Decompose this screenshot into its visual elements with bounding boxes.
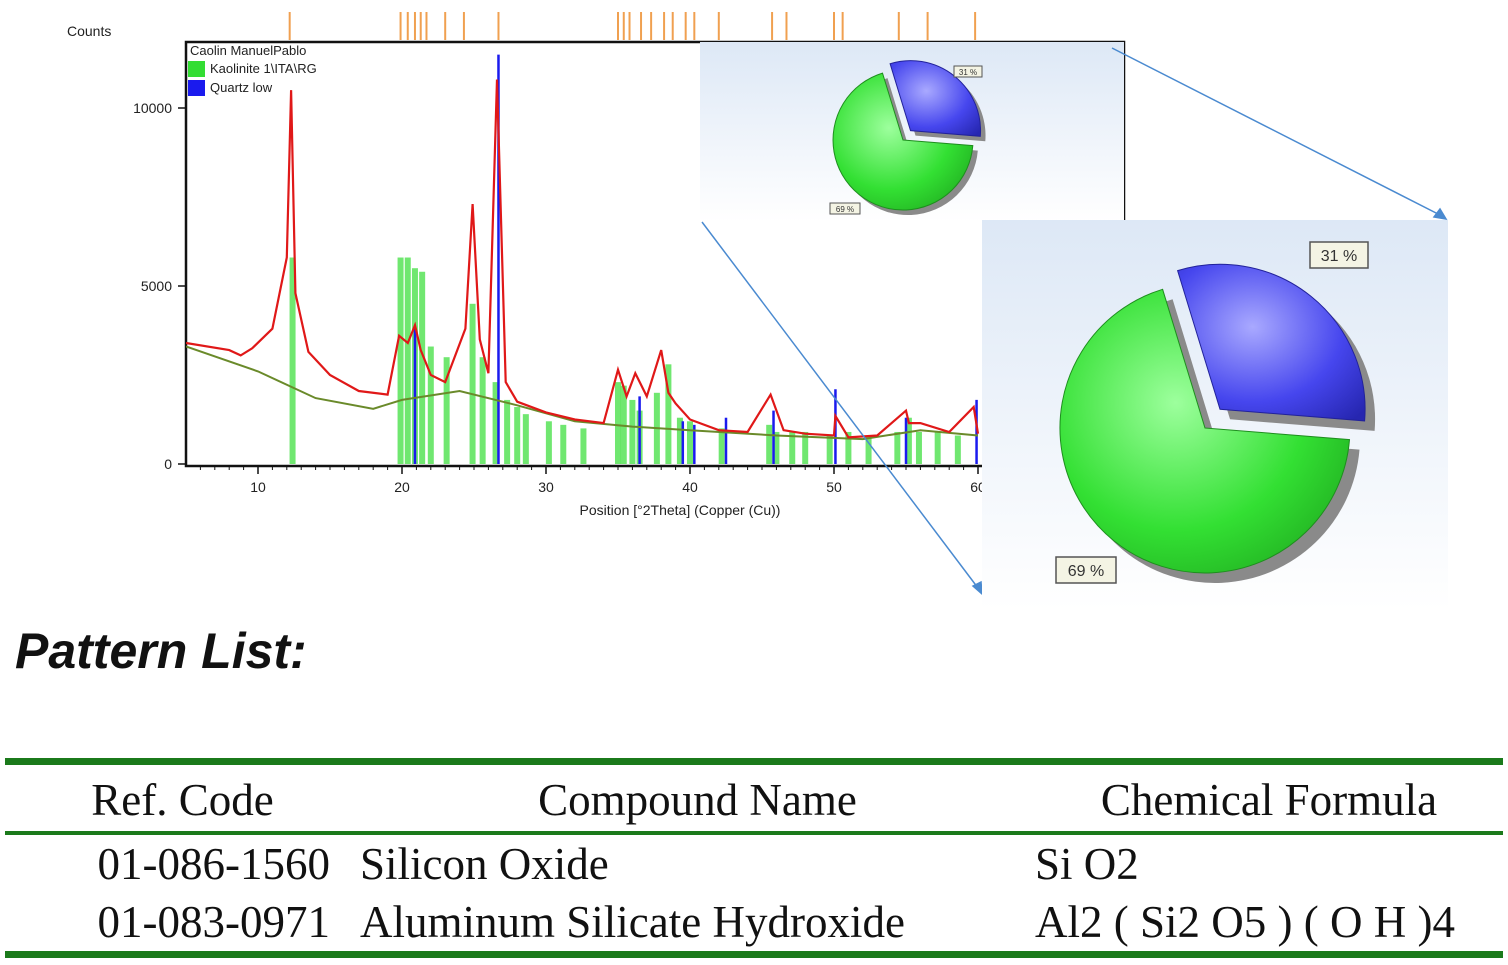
small-pie-label-quartz: 31 %	[959, 68, 977, 77]
kaolinite-peak	[773, 431, 780, 464]
kaolinite-peak	[397, 257, 404, 464]
header-compound-name: Compound Name	[538, 775, 857, 825]
chemical-formula-cell: Si O2	[1035, 839, 1139, 889]
x-axis: 10 20 30 40 50 60	[199, 466, 986, 495]
table-row: 01-086-1560 Silicon Oxide Si O2	[5, 833, 1503, 893]
kaolinite-peak	[580, 428, 587, 464]
pie-slice-kaolinite	[832, 72, 974, 211]
kaolinite-peak	[845, 431, 852, 464]
x-axis-label: Position [°2Theta] (Copper (Cu))	[580, 502, 781, 518]
large-pie-label-quartz: 31 %	[1321, 248, 1357, 265]
y-tick-label: 5000	[141, 278, 172, 294]
kaolinite-peak	[676, 417, 683, 464]
header-chemical-formula: Chemical Formula	[1100, 775, 1438, 825]
kaolinite-peak	[665, 364, 672, 464]
pie-slice-quartz	[1176, 263, 1366, 422]
ref-code-cell: 01-083-0971	[97, 897, 330, 947]
kaolinite-peak	[954, 435, 961, 464]
kaolinite-peak	[492, 382, 499, 464]
chemical-formula-cell: Al2 ( Si2 O5 ) ( O H )4	[1035, 897, 1455, 947]
kaolinite-peak	[545, 421, 552, 464]
y-tick-label: 10000	[133, 100, 172, 116]
x-tick-label: 10	[250, 479, 266, 495]
x-tick-label: 40	[682, 479, 698, 495]
legend-swatch-quartz	[188, 80, 205, 96]
kaolinite-peak	[404, 257, 411, 464]
kaolinite-peak	[894, 431, 901, 464]
observed-series-line	[186, 79, 980, 439]
kaolinite-peak	[826, 435, 833, 464]
kaolinite-peak	[427, 346, 434, 464]
kaolinite-peak	[766, 424, 773, 464]
small-pie-label-kaolinite: 69 %	[836, 205, 854, 214]
table-row: 01-083-0971 Aluminum Silicate Hydroxide …	[5, 893, 1503, 955]
legend-swatch-kaolinite	[188, 61, 205, 77]
kaolinite-peak	[479, 357, 486, 464]
kaolinite-peak	[560, 424, 567, 464]
large-pie-label-kaolinite: 69 %	[1068, 563, 1104, 580]
reference-markers-top	[288, 12, 977, 40]
y-tick-label: 0	[164, 456, 172, 472]
kaolinite-peak	[522, 414, 529, 464]
small-pie-panel: 31 % 69 %	[700, 42, 1124, 222]
header-ref-code: Ref. Code	[91, 775, 274, 825]
kaolinite-peak	[789, 431, 796, 464]
compound-name-cell: Silicon Oxide	[360, 839, 609, 889]
y-axis: 0 5000 10000	[133, 100, 186, 472]
kaolinite-peak	[934, 431, 941, 464]
kaolinite-peak	[629, 399, 636, 464]
kaolinite-peak	[419, 271, 426, 464]
legend-title: Caolin ManuelPablo	[190, 43, 306, 58]
kaolinite-peak	[289, 257, 296, 464]
legend: Caolin ManuelPablo Kaolinite 1\ITA\RG Qu…	[188, 43, 317, 96]
kaolinite-peak	[443, 357, 450, 464]
large-pie-chart	[1059, 263, 1376, 583]
pattern-list-table: Ref. Code Compound Name Chemical Formula…	[5, 758, 1503, 958]
kaolinite-peak	[469, 303, 476, 464]
x-tick-label: 50	[826, 479, 842, 495]
kaolinite-peak	[615, 382, 621, 464]
kaolinite-peak	[865, 435, 872, 464]
ref-code-cell: 01-086-1560	[97, 839, 330, 889]
x-tick-label: 20	[394, 479, 410, 495]
zoom-arrows	[701, 47, 1448, 596]
kaolinite-peak	[718, 428, 725, 464]
pie-slice-kaolinite	[1059, 288, 1351, 574]
kaolinite-peak	[504, 399, 511, 464]
kaolinite-reference-sticks	[289, 257, 961, 464]
x-tick-label: 30	[538, 479, 554, 495]
table-header-row: Ref. Code Compound Name Chemical Formula	[5, 761, 1503, 833]
kaolinite-peak	[905, 417, 912, 464]
compound-name-cell: Aluminum Silicate Hydroxide	[360, 897, 905, 947]
legend-entry-kaolinite: Kaolinite 1\ITA\RG	[210, 61, 317, 76]
y-axis-label: Counts	[67, 23, 111, 39]
kaolinite-peak	[802, 431, 809, 464]
small-pie-chart	[832, 60, 986, 216]
pattern-list-title: Pattern List:	[15, 623, 307, 679]
kaolinite-peak	[514, 407, 521, 464]
legend-entry-quartz: Quartz low	[210, 80, 273, 95]
large-pie-panel: 31 % 69 %	[982, 220, 1448, 610]
kaolinite-peak	[915, 431, 922, 464]
kaolinite-peak	[687, 421, 693, 464]
